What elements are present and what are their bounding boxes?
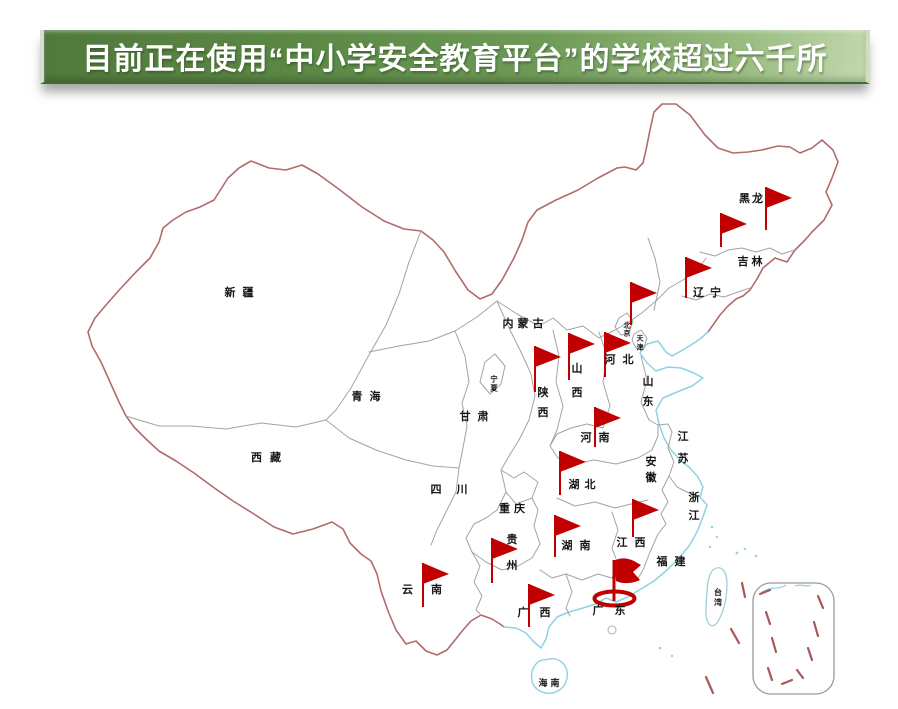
- guangdong-highlight-flag: [592, 558, 641, 608]
- province-label-xizang: 西藏: [251, 450, 281, 464]
- inset-coast: [761, 584, 812, 593]
- province-label-hunan: 湖南: [562, 538, 591, 552]
- province-label-jiangsu: 江苏: [678, 429, 689, 465]
- province-label-guizhou: 贵州: [506, 532, 518, 572]
- province-label-anhui: 安徽: [645, 454, 658, 484]
- province-label-hainan: 海南: [538, 677, 559, 689]
- province-label-henan: 河南: [581, 430, 610, 444]
- province-label-qinghai: 青海: [352, 389, 381, 403]
- flag-jilin: [685, 257, 712, 298]
- province-flags: [422, 187, 792, 627]
- province-label-ningxia: 宁夏: [489, 374, 498, 393]
- flag-guizhou: [491, 538, 518, 583]
- flag-hebei: [604, 332, 631, 377]
- province-labels: 黑龙吉 林辽 宁内蒙古 新 疆西 藏 青 海甘 肃四 川重 庆云 南广西 广东海 南 湖 南 湖 北 河 南 河 北江 西福…: [225, 191, 764, 689]
- province-label-liaoning: 辽宁: [693, 285, 721, 299]
- province-label-jilin: 吉林: [738, 254, 763, 268]
- islet-dots: [658, 525, 758, 658]
- province-borders: [125, 230, 796, 635]
- province-label-tianjin: 天津: [637, 333, 645, 351]
- province-label-taiwan: 台湾: [714, 587, 722, 607]
- coastline: [503, 331, 709, 649]
- province-label-beijing: 北京: [624, 320, 631, 337]
- flag-shaanxi: [534, 346, 561, 392]
- flag-heilongjiang-east: [765, 187, 792, 230]
- province-label-shaanxi: 陕西: [538, 385, 549, 419]
- province-label-gansu: 甘肃: [460, 409, 489, 423]
- province-label-xinjiang: 新疆: [225, 285, 254, 299]
- south-china-sea-inset: [752, 582, 835, 695]
- hainan-island: [530, 658, 568, 694]
- flag-shanxi: [568, 333, 595, 380]
- province-label-chongqing: 重庆: [499, 501, 525, 515]
- big-flag-banner: [614, 558, 641, 584]
- nine-dash-line: [758, 588, 825, 686]
- taiwan-island: [705, 567, 728, 627]
- sea-boundary-dashes: [704, 581, 747, 695]
- province-label-hubei: 湖北: [569, 477, 596, 491]
- title-banner: 目前正在使用“中小学安全教育平台”的学校超过六千所: [40, 30, 870, 84]
- flag-yunnan: [422, 563, 449, 607]
- flag-hunan: [554, 515, 581, 557]
- province-label-sichuan: 四川: [431, 483, 468, 496]
- flag-heilongjiang-west: [720, 213, 747, 247]
- province-label-yunnan: 云南: [402, 582, 442, 596]
- province-label-zhejiang: 浙江: [689, 490, 700, 522]
- province-label-shandong: 山东: [643, 374, 654, 408]
- national-border: [87, 103, 839, 656]
- flag-henan: [594, 407, 621, 447]
- province-label-guangxi: 广西: [518, 605, 551, 619]
- flag-liaoning: [630, 282, 657, 325]
- banner-title: 目前正在使用“中小学安全教育平台”的学校超过六千所: [82, 43, 828, 76]
- province-label-hebei: 河北: [605, 352, 634, 366]
- flag-jiangxi: [632, 499, 659, 537]
- province-label-heilongjiang: 黑龙: [739, 191, 763, 205]
- flag-guangxi: [528, 584, 555, 627]
- province-label-fujian: 福建: [656, 554, 687, 568]
- province-label-guangdong: 广东: [593, 603, 626, 617]
- province-label-neimenggu: 内蒙古: [503, 316, 544, 330]
- province-label-shanxi: 山西: [572, 361, 583, 399]
- flag-hubei: [559, 451, 586, 495]
- province-label-jiangxi: 江西: [617, 535, 646, 549]
